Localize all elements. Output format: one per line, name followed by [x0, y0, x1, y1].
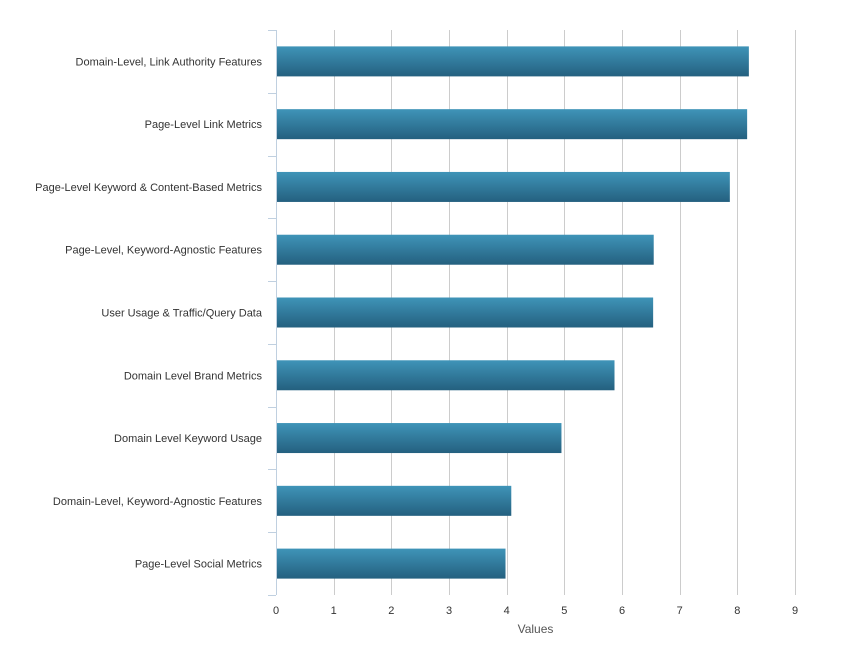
category-label: Page-Level Social Metrics: [135, 559, 263, 571]
bar: [277, 109, 748, 140]
bar: [277, 360, 615, 391]
bar: [277, 234, 654, 265]
category-label: Domain Level Keyword Usage: [114, 433, 262, 445]
x-tick-label: 8: [734, 605, 740, 617]
x-tick-label: 4: [504, 605, 510, 617]
bar: [277, 485, 512, 516]
bar: [277, 423, 562, 454]
bar: [277, 171, 730, 202]
x-tick-label: 6: [619, 605, 625, 617]
bar: [277, 46, 749, 77]
x-tick-label: 3: [446, 605, 452, 617]
category-label: Page-Level Link Metrics: [145, 119, 263, 131]
x-tick-label: 5: [561, 605, 567, 617]
category-label: Domain-Level, Link Authority Features: [76, 56, 263, 68]
axis-layer: [268, 30, 277, 596]
label-layer: 0 1 2 3 4 5 6 7 8 9 Domain-Level, Link Authority F…: [35, 56, 798, 617]
category-label: Domain Level Brand Metrics: [124, 370, 263, 382]
bar: [277, 297, 654, 328]
category-label: Page-Level, Keyword-Agnostic Features: [65, 245, 262, 257]
x-tick-label: 7: [677, 605, 683, 617]
category-label: Page-Level Keyword & Content-Based Metri…: [35, 182, 262, 194]
x-axis-title: Values: [518, 622, 554, 636]
bar: [277, 548, 506, 579]
x-tick-label: 2: [388, 605, 394, 617]
x-tick-label: 9: [792, 605, 798, 617]
x-tick-label: 1: [331, 605, 337, 617]
category-label: Domain-Level, Keyword-Agnostic Features: [53, 496, 263, 508]
bar-layer: [277, 46, 749, 579]
x-tick-label: 0: [273, 605, 279, 617]
category-label: User Usage & Traffic/Query Data: [101, 308, 262, 320]
